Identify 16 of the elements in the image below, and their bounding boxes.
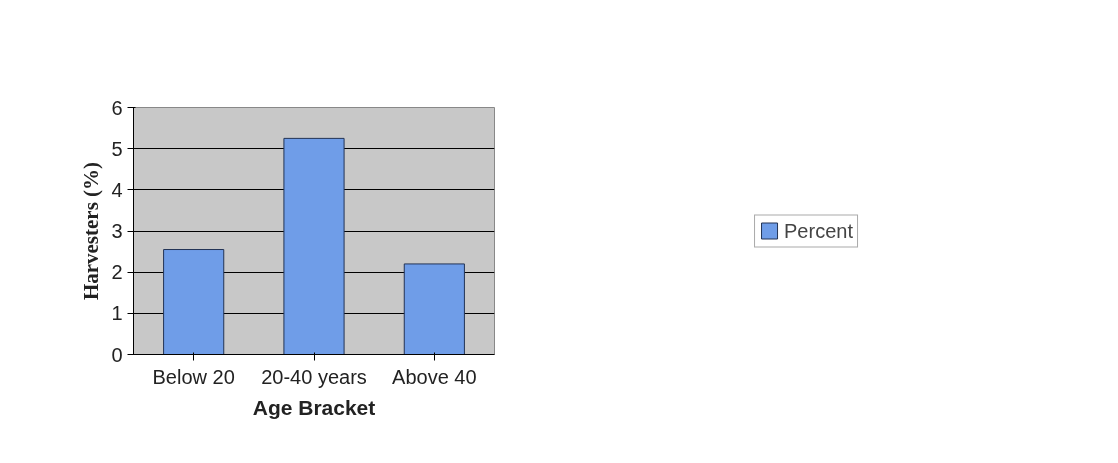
y-tick-label: 1 — [111, 302, 123, 325]
x-tick-label: 20-40 years — [261, 365, 367, 388]
legend-label: Percent — [784, 219, 853, 242]
x-axis-title: Age Bracket — [252, 395, 376, 419]
y-tick-label: 4 — [111, 178, 123, 201]
y-axis-title: Harvesters (%) — [79, 161, 104, 301]
y-tick-label: 0 — [111, 343, 123, 366]
y-tick-label: 2 — [111, 261, 123, 284]
bar — [403, 263, 465, 355]
y-tick-label: 3 — [111, 220, 123, 242]
bar — [163, 249, 225, 355]
x-tick-label: Below 20 — [152, 365, 235, 388]
y-tick-label: 6 — [111, 96, 123, 119]
bar — [283, 137, 345, 355]
x-tick-label: Above 40 — [392, 365, 477, 388]
y-tick-label: 5 — [111, 137, 123, 160]
